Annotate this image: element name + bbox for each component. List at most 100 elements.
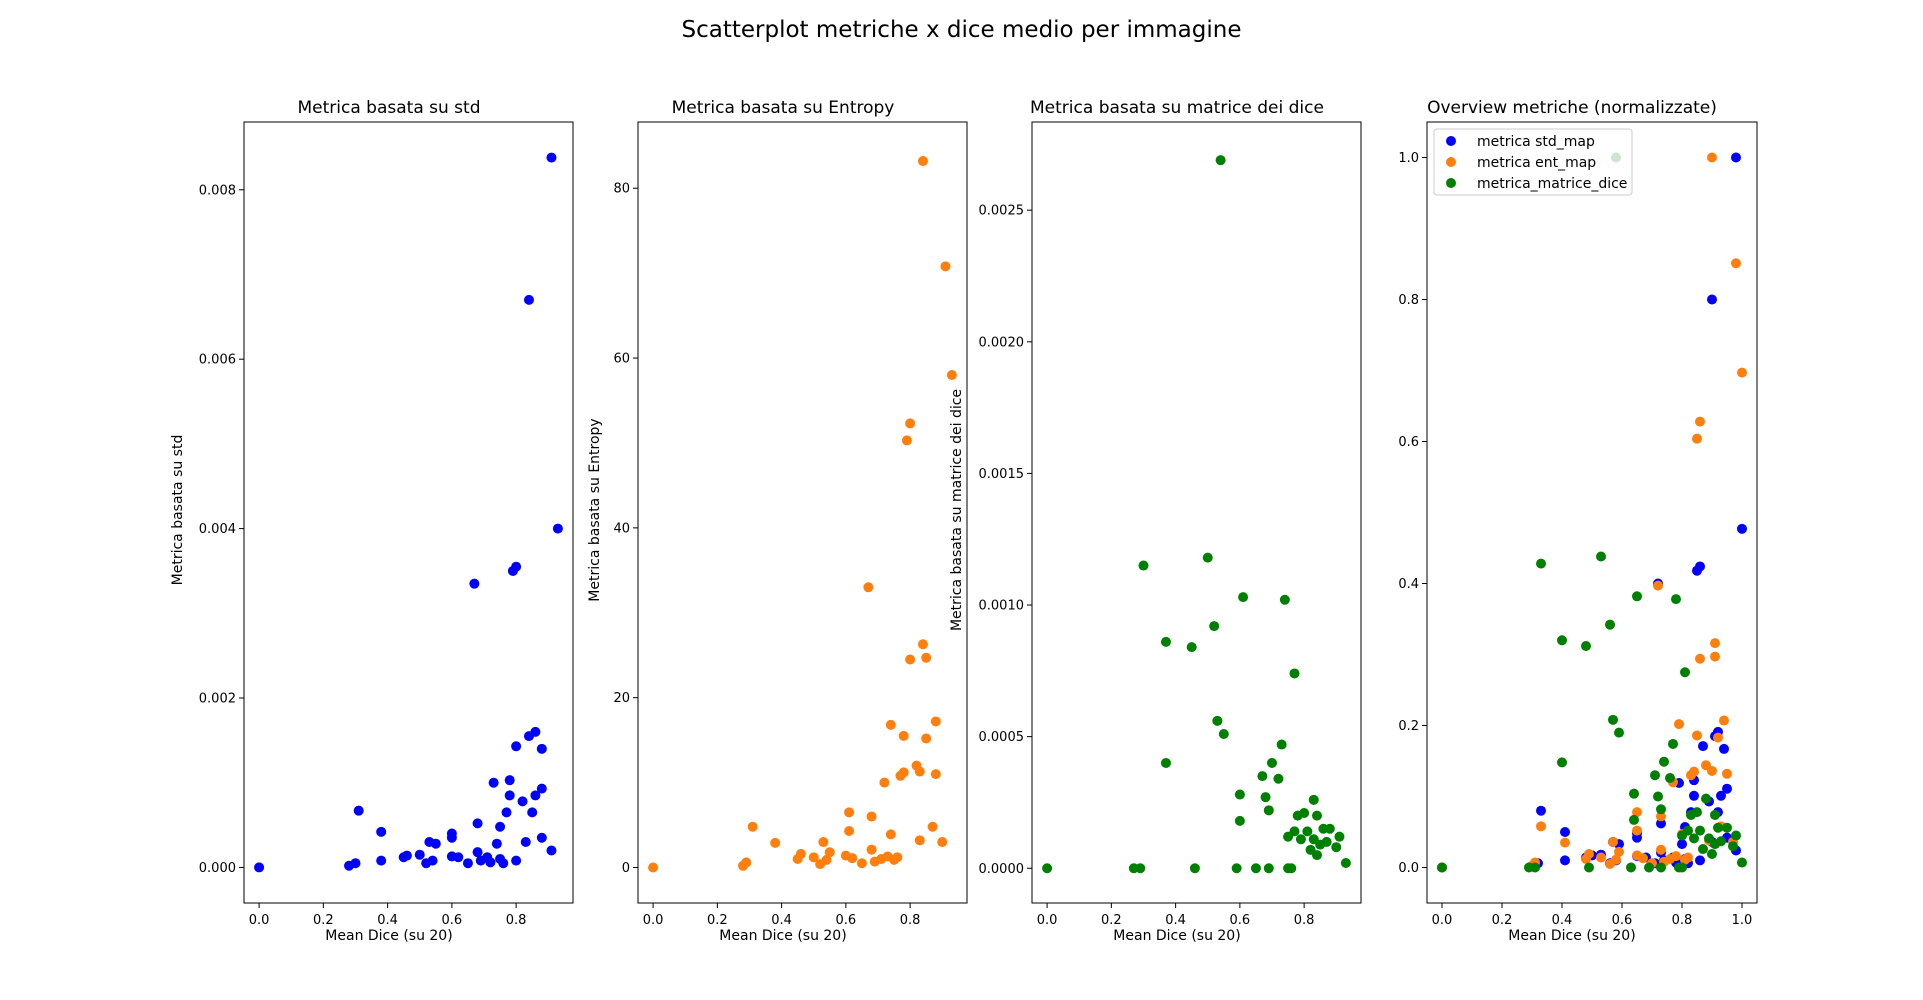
data-point	[462, 858, 473, 869]
data-point	[1731, 152, 1741, 163]
data-point	[821, 854, 832, 865]
data-point	[1731, 830, 1741, 841]
x-tick-label: 0.8	[900, 913, 921, 928]
data-point	[1632, 807, 1642, 818]
data-point	[1698, 844, 1708, 855]
y-axis-label: Metrica basata su Entropy	[587, 418, 603, 601]
data-point	[1608, 836, 1618, 847]
data-point	[914, 766, 925, 777]
x-tick-label: 0.4	[771, 913, 792, 928]
data-point	[1263, 805, 1274, 816]
y-tick-label: 0.0020	[979, 335, 1025, 350]
data-point	[1209, 621, 1220, 632]
y-tick-label: 0.4	[1398, 577, 1419, 592]
data-point	[1656, 804, 1666, 815]
data-point	[1707, 765, 1717, 776]
data-point	[648, 862, 659, 873]
y-tick-label: 0.8	[1398, 293, 1419, 308]
data-point	[1680, 667, 1690, 678]
data-point	[1596, 852, 1606, 863]
legend-frame	[1433, 128, 1633, 196]
y-tick-label: 0.0010	[979, 599, 1025, 614]
x-axis-label: Mean Dice (su 20)	[325, 928, 452, 944]
data-point	[523, 294, 534, 305]
x-axis-label: Mean Dice (su 20)	[719, 928, 846, 944]
data-point	[536, 783, 547, 794]
data-point	[1632, 825, 1642, 836]
data-point	[414, 849, 425, 860]
data-point	[1614, 727, 1624, 738]
data-point	[1324, 823, 1335, 834]
data-point	[770, 837, 781, 848]
data-point	[914, 835, 925, 846]
data-point	[818, 837, 829, 848]
y-tick-label: 0.0000	[979, 862, 1025, 877]
legend: metrica std_map metrica ent_map metrica_…	[1433, 128, 1633, 196]
y-tick-label: 0	[622, 861, 630, 876]
data-point	[866, 844, 877, 855]
data-point	[1560, 827, 1570, 837]
data-point	[472, 818, 483, 829]
data-point	[1614, 846, 1624, 857]
data-point	[453, 852, 464, 863]
y-tick-label: 0.002	[199, 692, 236, 707]
data-point	[488, 777, 499, 788]
data-point	[1731, 258, 1741, 269]
data-point	[1238, 592, 1249, 603]
data-point	[472, 847, 483, 858]
data-point	[1530, 862, 1540, 873]
data-point	[501, 807, 512, 818]
data-point	[1722, 783, 1732, 794]
panel-title: Overview metriche (normalizzate)	[1427, 98, 1717, 118]
x-tick-label: 0.2	[1101, 913, 1122, 928]
data-point	[1719, 743, 1729, 754]
x-tick-label: 0.0	[1037, 913, 1058, 928]
legend-label-ent-map: metrica ent_map	[1477, 155, 1596, 171]
data-point	[1215, 155, 1226, 166]
data-point	[1689, 790, 1699, 801]
data-point	[844, 825, 855, 836]
legend-marker-ent-map	[1446, 157, 1456, 167]
data-point	[1707, 294, 1717, 305]
data-point	[1611, 854, 1621, 865]
panel-entropy: Metrica basata su Entropy Mean Dice (su …	[587, 98, 968, 944]
data-point	[921, 652, 932, 663]
data-point	[1160, 636, 1171, 647]
x-tick-label: 0.2	[313, 913, 334, 928]
x-tick-label: 0.0	[249, 913, 270, 928]
data-point	[1707, 152, 1717, 163]
data-point	[1308, 794, 1319, 805]
x-tick-label: 0.0	[643, 913, 664, 928]
x-tick-label: 0.6	[836, 913, 857, 928]
data-point	[844, 807, 855, 818]
y-tick-label: 0.004	[199, 522, 236, 537]
panel-matrice-dice: Metrica basata su matrice dei dice Mean …	[949, 98, 1362, 944]
plot-frame	[243, 121, 574, 904]
data-point	[885, 829, 896, 840]
data-point	[1289, 826, 1300, 837]
data-point	[885, 719, 896, 730]
plot-area: 0.0 0.2 0.4 0.6 0.8 0.0000 0.0005 0.0010 0.0015 0…	[979, 121, 1362, 928]
data-point	[1692, 807, 1702, 818]
data-point	[1710, 638, 1720, 649]
plot-frame	[637, 121, 968, 904]
data-point	[1437, 862, 1447, 873]
panel-title: Metrica basata su matrice dei dice	[1030, 98, 1324, 118]
data-point	[491, 838, 502, 849]
x-tick-label: 1.0	[1732, 913, 1753, 928]
data-point	[1656, 862, 1666, 873]
data-point	[898, 767, 909, 778]
data-point	[1695, 825, 1705, 836]
x-tick-label: 0.6	[1230, 913, 1251, 928]
data-point	[946, 370, 957, 381]
data-point	[1677, 862, 1687, 873]
data-point	[1189, 863, 1200, 874]
data-point	[546, 152, 557, 163]
data-point	[511, 741, 522, 752]
data-point	[1656, 844, 1666, 855]
data-point	[527, 807, 538, 818]
y-axis-label: Metrica basata su matrice dei dice	[949, 389, 965, 631]
data-point	[1560, 855, 1570, 866]
data-point	[504, 775, 515, 786]
